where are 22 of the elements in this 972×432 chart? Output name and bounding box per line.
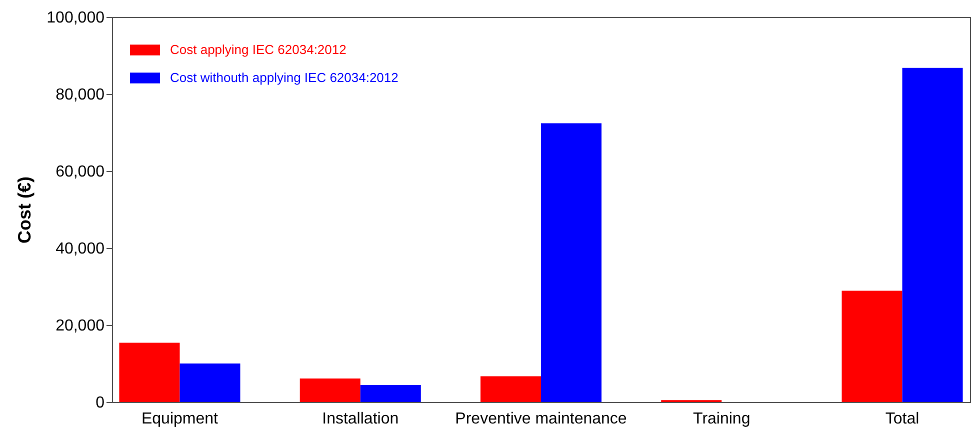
y-tick-label: 20,000 <box>56 318 105 334</box>
x-tick-label: Training <box>693 410 750 428</box>
y-tick-label: 80,000 <box>56 86 105 104</box>
y-axis-title: Cost (€) <box>14 176 35 244</box>
bar <box>180 364 240 402</box>
bar <box>360 385 421 402</box>
bar <box>480 376 541 402</box>
bar <box>842 290 902 402</box>
x-tick-label: Preventive maintenance <box>455 410 627 428</box>
y-tick-label: 0 <box>96 394 105 412</box>
x-tick-label: Total <box>885 410 920 428</box>
x-tick-label: Installation <box>322 410 399 428</box>
legend-label: Cost applying IEC 62034:2012 <box>170 42 346 57</box>
bar <box>300 378 360 402</box>
bar <box>541 123 602 402</box>
y-tick-label: 40,000 <box>56 240 105 258</box>
legend-label: Cost withouth applying IEC 62034:2012 <box>170 70 398 85</box>
bar <box>902 68 963 402</box>
x-tick-label: Equipment <box>141 410 219 428</box>
bar <box>119 342 180 402</box>
y-tick-label: 60,000 <box>56 164 105 180</box>
y-tick-label: 100,000 <box>46 10 105 26</box>
